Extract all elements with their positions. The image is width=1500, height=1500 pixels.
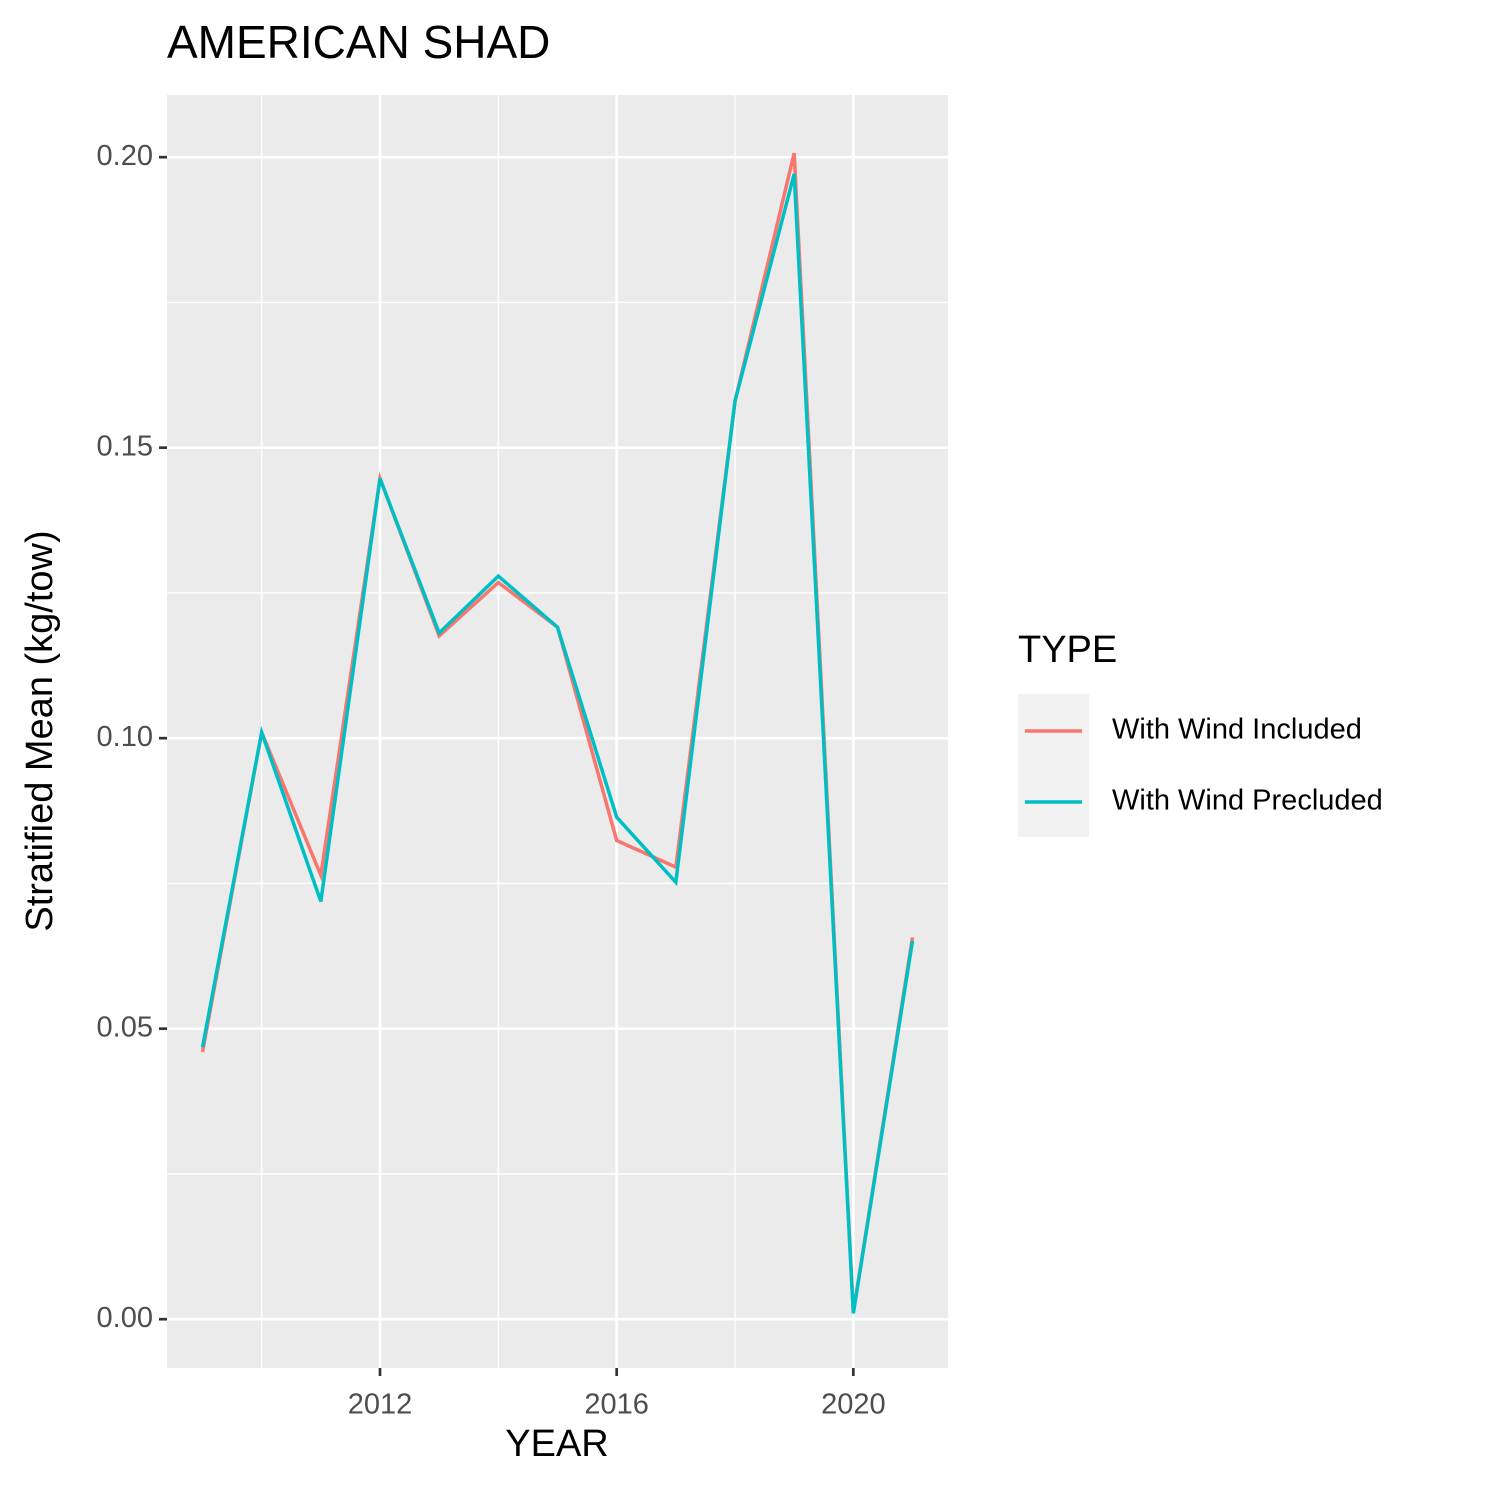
y-tick-label: 0.10: [97, 721, 153, 753]
y-tick-label: 0.05: [97, 1011, 153, 1043]
legend-label: With Wind Precluded: [1112, 785, 1383, 817]
y-axis-label: Stratified Mean (kg/tow): [19, 530, 61, 931]
x-tick-label: 2020: [821, 1389, 886, 1421]
legend-key-background: [1018, 694, 1089, 837]
x-tick-label: 2016: [584, 1389, 649, 1421]
y-tick-label: 0.15: [97, 430, 153, 462]
y-tick-label: 0.20: [97, 140, 153, 172]
x-tick-label: 2012: [348, 1389, 413, 1421]
chart-title: AMERICAN SHAD: [167, 16, 550, 68]
panel: [167, 95, 948, 1368]
legend-label: With Wind Included: [1112, 714, 1362, 746]
x-axis-label: YEAR: [505, 1423, 608, 1465]
line-series: [200, 173, 915, 1314]
y-tick-label: 0.00: [97, 1302, 153, 1334]
legend-title: TYPE: [1018, 629, 1117, 671]
